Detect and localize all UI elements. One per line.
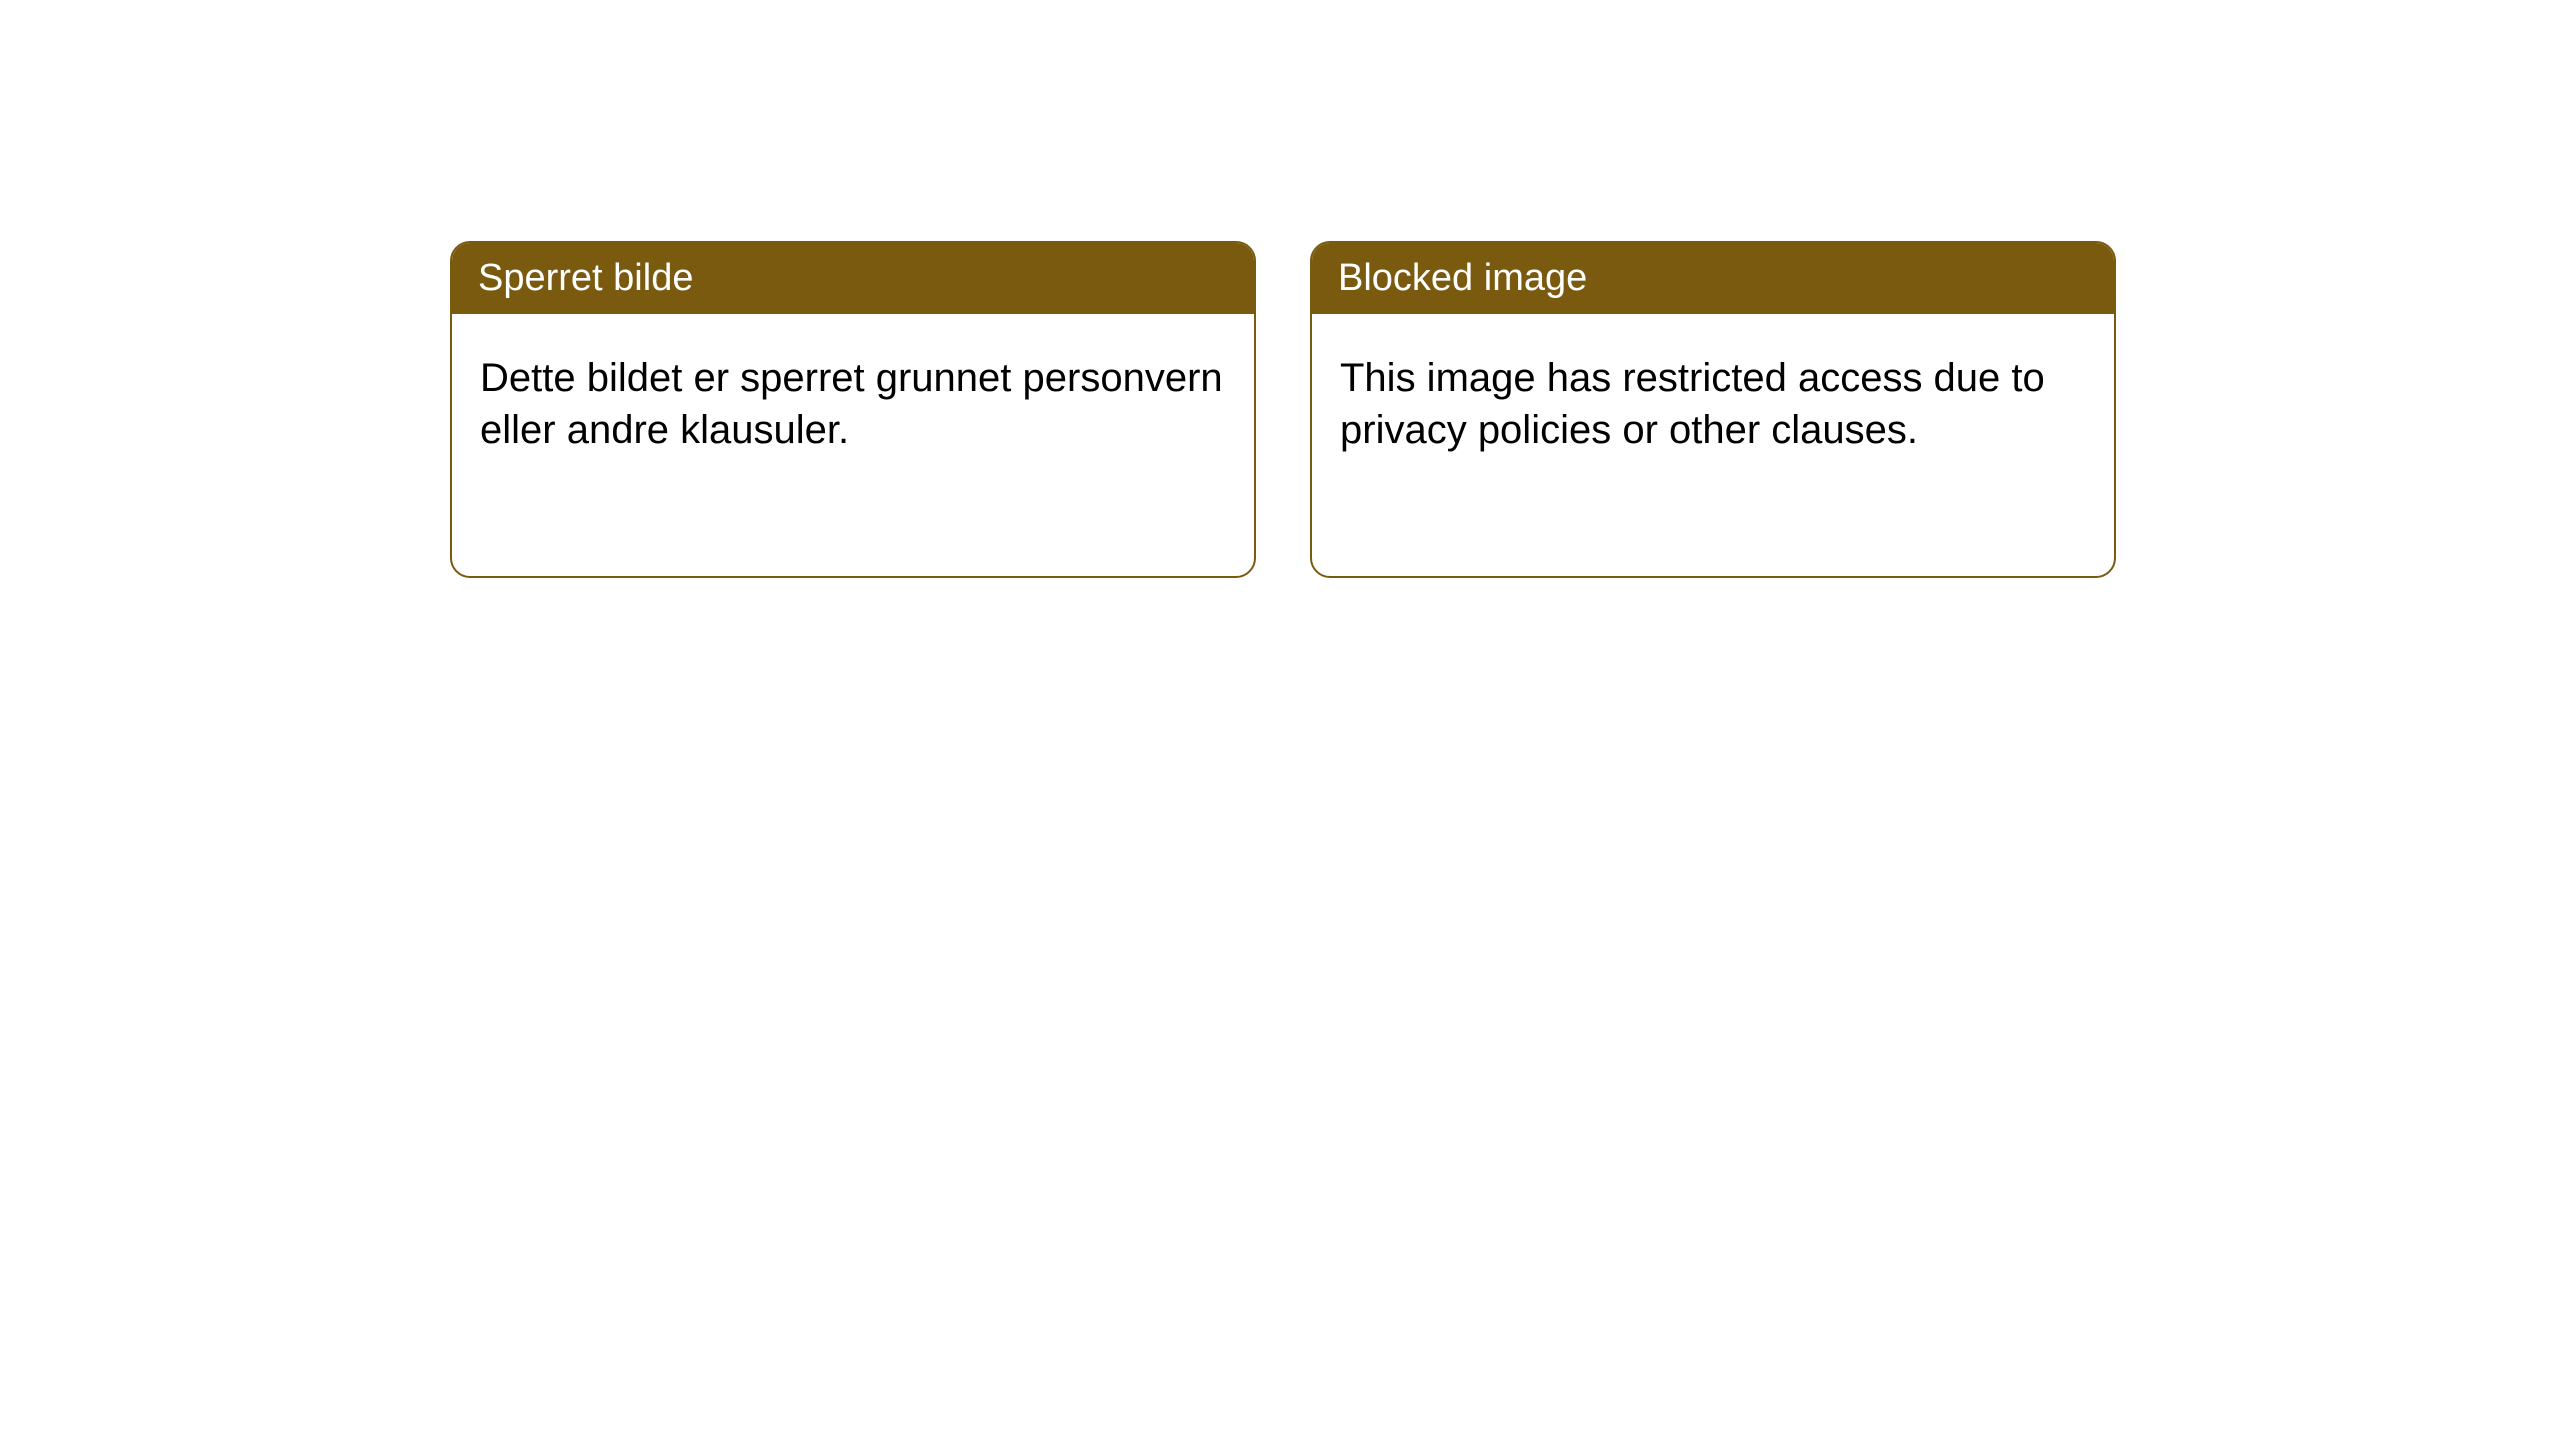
card-title-en: Blocked image (1312, 243, 2114, 314)
card-body-no: Dette bildet er sperret grunnet personve… (452, 314, 1254, 494)
blocked-image-card-no: Sperret bilde Dette bildet er sperret gr… (450, 241, 1256, 578)
card-title-no: Sperret bilde (452, 243, 1254, 314)
card-body-en: This image has restricted access due to … (1312, 314, 2114, 494)
blocked-image-cards-container: Sperret bilde Dette bildet er sperret gr… (0, 0, 2560, 578)
blocked-image-card-en: Blocked image This image has restricted … (1310, 241, 2116, 578)
